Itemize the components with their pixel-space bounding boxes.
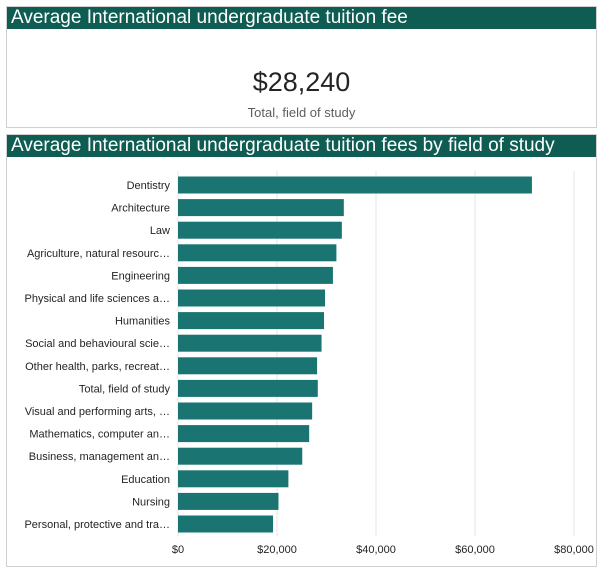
bar[interactable] — [178, 312, 325, 330]
bar[interactable] — [178, 199, 344, 217]
bar-chart: Dentistry Architecture Law Agriculture, nat… — [24, 171, 594, 556]
bar[interactable] — [178, 402, 313, 420]
x-tick-label: $20,000 — [257, 544, 297, 556]
category-label: Total, field of study — [79, 383, 171, 395]
bars — [178, 176, 532, 533]
bar[interactable] — [178, 176, 532, 194]
category-label: Personal, protective and tra… — [24, 519, 170, 531]
bar[interactable] — [178, 221, 342, 239]
bar[interactable] — [178, 266, 333, 284]
category-label: Nursing — [132, 496, 170, 508]
bar[interactable] — [178, 447, 303, 465]
category-label: Humanities — [115, 316, 171, 328]
category-label: Mathematics, computer an… — [29, 429, 170, 441]
x-tick-label: $80,000 — [554, 544, 594, 556]
category-label: Engineering — [111, 270, 170, 282]
category-label: Agriculture, natural resourc… — [27, 248, 170, 260]
kpi-title: Average International undergraduate tuit… — [7, 7, 596, 29]
category-label: Physical and life sciences a… — [24, 293, 170, 305]
kpi-card: Average International undergraduate tuit… — [6, 6, 597, 128]
kpi-value: $28,240 — [252, 67, 351, 97]
bar[interactable] — [178, 357, 318, 375]
category-label: Other health, parks, recreat… — [25, 361, 170, 373]
kpi-caption: Total, field of study — [247, 105, 356, 120]
x-tick-labels: $0 $20,000 $40,000 $60,000 $80,000 — [172, 544, 594, 556]
x-tick-label: $60,000 — [455, 544, 495, 556]
chart-title: Average International undergraduate tuit… — [7, 135, 596, 157]
bar[interactable] — [178, 515, 274, 533]
x-tick-label: $0 — [172, 544, 184, 556]
category-labels: Dentistry Architecture Law Agriculture, nat… — [24, 180, 170, 531]
category-label: Education — [121, 474, 170, 486]
x-tick-label: $40,000 — [356, 544, 396, 556]
category-label: Law — [150, 225, 170, 237]
category-label: Visual and performing arts, … — [25, 406, 170, 418]
bar[interactable] — [178, 379, 318, 397]
category-label: Social and behavioural scie… — [25, 338, 170, 350]
bar[interactable] — [178, 470, 289, 488]
bar[interactable] — [178, 492, 279, 510]
category-label: Architecture — [111, 203, 170, 215]
bar-chart-card: Average International undergraduate tuit… — [6, 134, 597, 567]
bar[interactable] — [178, 334, 322, 352]
bar[interactable] — [178, 425, 310, 443]
bar[interactable] — [178, 289, 326, 307]
category-label: Business, management an… — [29, 451, 170, 463]
bar[interactable] — [178, 244, 337, 262]
category-label: Dentistry — [127, 180, 171, 192]
